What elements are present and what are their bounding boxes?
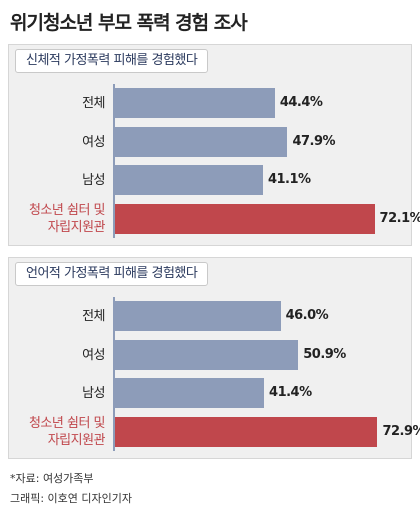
bar [115, 301, 281, 331]
value-label: 50.9% [303, 346, 346, 362]
bar [115, 378, 265, 408]
category-label: 여성 [82, 347, 105, 363]
value-label: 44.4% [279, 95, 323, 110]
bar [115, 165, 263, 195]
value-label: 41.1% [267, 172, 311, 187]
source: *자료: 여성가족부 [10, 472, 94, 485]
category-label: 청소년 쉼터 및 자립지원관 [28, 415, 106, 448]
value-label: 41.4% [269, 385, 312, 400]
bar [115, 339, 299, 370]
value-label: 46.0% [285, 308, 329, 323]
axis-line [113, 84, 115, 238]
category-label: 여성 [82, 134, 105, 150]
panel-subtitle: 언어적 가정폭력 피해를 경험했다 [15, 262, 209, 286]
bar [115, 203, 375, 234]
category-label: 남성 [82, 386, 105, 401]
axis-line [113, 297, 115, 451]
category-label: 전체 [82, 309, 105, 324]
bar [115, 416, 378, 447]
bar [115, 88, 275, 118]
category-label: 전체 [82, 96, 105, 111]
value-label: 47.9% [292, 133, 336, 149]
value-label: 72.9% [382, 423, 420, 439]
category-label: 남성 [82, 173, 105, 188]
title: 위기청소년 부모 폭력 경험 조사 [10, 12, 248, 34]
bar [115, 126, 288, 157]
credit: 그래픽: 이호연 디자인기자 [10, 492, 133, 505]
category-label: 청소년 쉼터 및 자립지원관 [28, 202, 106, 235]
value-label: 72.1% [379, 210, 420, 226]
panel-subtitle: 신체적 가정폭력 피해를 경험했다 [15, 49, 209, 73]
